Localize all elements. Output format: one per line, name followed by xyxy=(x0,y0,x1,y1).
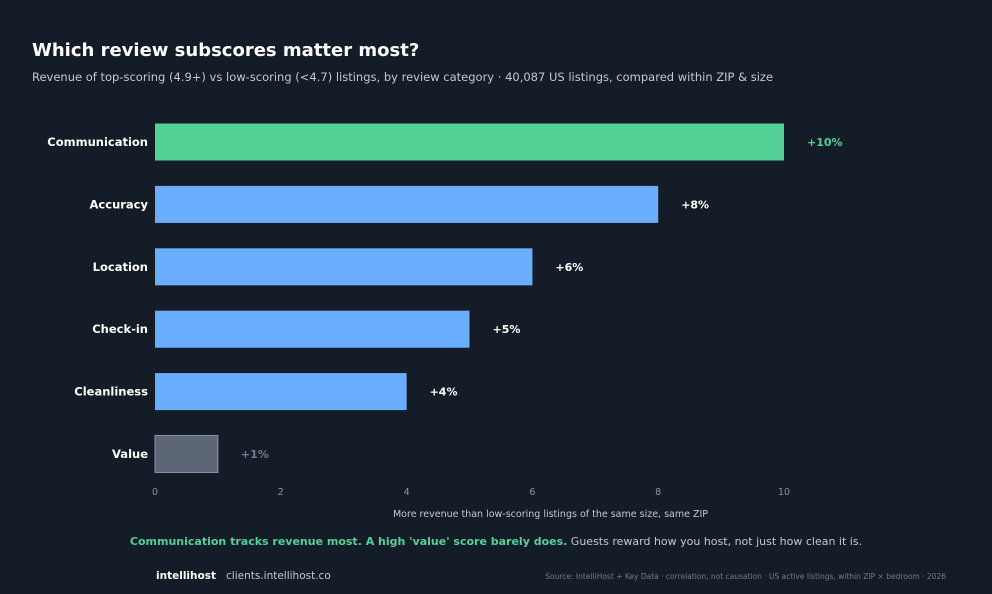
value-label-location: +6% xyxy=(555,261,583,274)
bar-value xyxy=(154,435,219,473)
x-tick-6: 6 xyxy=(529,487,535,498)
x-tick-0: 0 xyxy=(152,487,158,498)
x-tick-10: 10 xyxy=(778,487,790,498)
category-label-check-in: Check-in xyxy=(92,322,148,336)
category-label-cleanliness: Cleanliness xyxy=(74,385,148,399)
bar-chart: Communication +10% Accuracy +8% Location +6% C… xyxy=(47,123,843,520)
value-label-check-in: +5% xyxy=(493,323,521,336)
bar-communication xyxy=(155,123,784,161)
x-tick-8: 8 xyxy=(655,487,661,498)
x-tick-2: 2 xyxy=(278,487,284,498)
value-label-value: +1% xyxy=(241,448,269,461)
category-label-value: Value xyxy=(112,447,148,461)
takeaway-text: Guests reward how you host, not just how… xyxy=(567,535,863,548)
bar-cleanliness xyxy=(155,373,407,411)
source-note: Source: IntelliHost + Key Data · correla… xyxy=(545,572,946,581)
brand-logo: intellihost xyxy=(156,570,216,582)
takeaway-highlight: Communication tracks revenue most. A hig… xyxy=(129,535,568,548)
bar-location xyxy=(155,248,533,286)
x-tick-4: 4 xyxy=(404,487,410,498)
value-label-accuracy: +8% xyxy=(681,198,709,211)
chart-title: Which review subscores matter most? xyxy=(32,40,420,61)
x-axis-label: More revenue than low-scoring listings o… xyxy=(393,509,708,520)
brand-site: clients.intellihost.co xyxy=(226,570,331,582)
category-label-communication: Communication xyxy=(47,135,148,149)
bar-accuracy xyxy=(155,185,659,223)
category-label-location: Location xyxy=(93,260,148,274)
value-label-cleanliness: +4% xyxy=(430,386,458,399)
bar-check-in xyxy=(155,310,470,348)
takeaway-note: Communication tracks revenue most. A hig… xyxy=(0,535,992,548)
value-label-communication: +10% xyxy=(807,136,843,149)
chart-subtitle: Revenue of top-scoring (4.9+) vs low-sco… xyxy=(32,70,774,84)
category-label-accuracy: Accuracy xyxy=(90,197,149,211)
